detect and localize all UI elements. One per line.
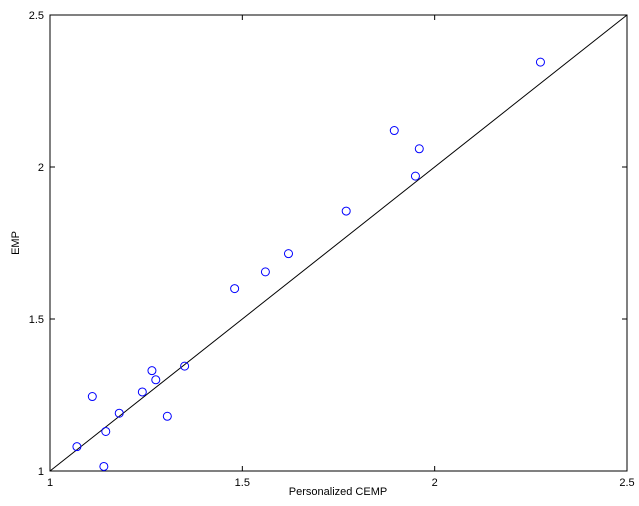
x-tick-label: 2 xyxy=(432,477,438,489)
data-point xyxy=(151,375,161,385)
x-tick-label: 2.5 xyxy=(619,477,634,489)
data-point xyxy=(180,361,190,371)
x-tick-label: 1.5 xyxy=(235,477,250,489)
data-point xyxy=(535,57,545,67)
data-point xyxy=(230,284,240,294)
y-tick-label: 2.5 xyxy=(29,10,44,22)
data-point xyxy=(414,144,424,154)
axis-ticks: 1 1.5 2 2.5 1 1.5 2 2.5 xyxy=(29,10,635,489)
data-point xyxy=(87,392,97,402)
data-point xyxy=(162,411,172,421)
data-point xyxy=(410,171,420,181)
reference-line-y-equals-x xyxy=(49,14,628,472)
data-points xyxy=(72,57,545,471)
data-point xyxy=(260,267,270,277)
y-tick-label: 2 xyxy=(38,162,44,174)
data-point xyxy=(147,366,157,376)
data-point xyxy=(389,126,399,136)
data-point xyxy=(72,442,82,452)
y-tick-label: 1 xyxy=(38,466,44,478)
data-point xyxy=(137,387,147,397)
data-point xyxy=(101,426,111,436)
data-point xyxy=(114,408,124,418)
data-point xyxy=(283,249,293,259)
y-tick-label: 1.5 xyxy=(29,314,44,326)
y-axis-label: EMP xyxy=(10,231,22,255)
x-axis-label: Personalized CEMP xyxy=(289,486,387,498)
x-tick-label: 1 xyxy=(47,477,53,489)
data-point xyxy=(341,206,351,216)
data-point xyxy=(99,461,109,471)
